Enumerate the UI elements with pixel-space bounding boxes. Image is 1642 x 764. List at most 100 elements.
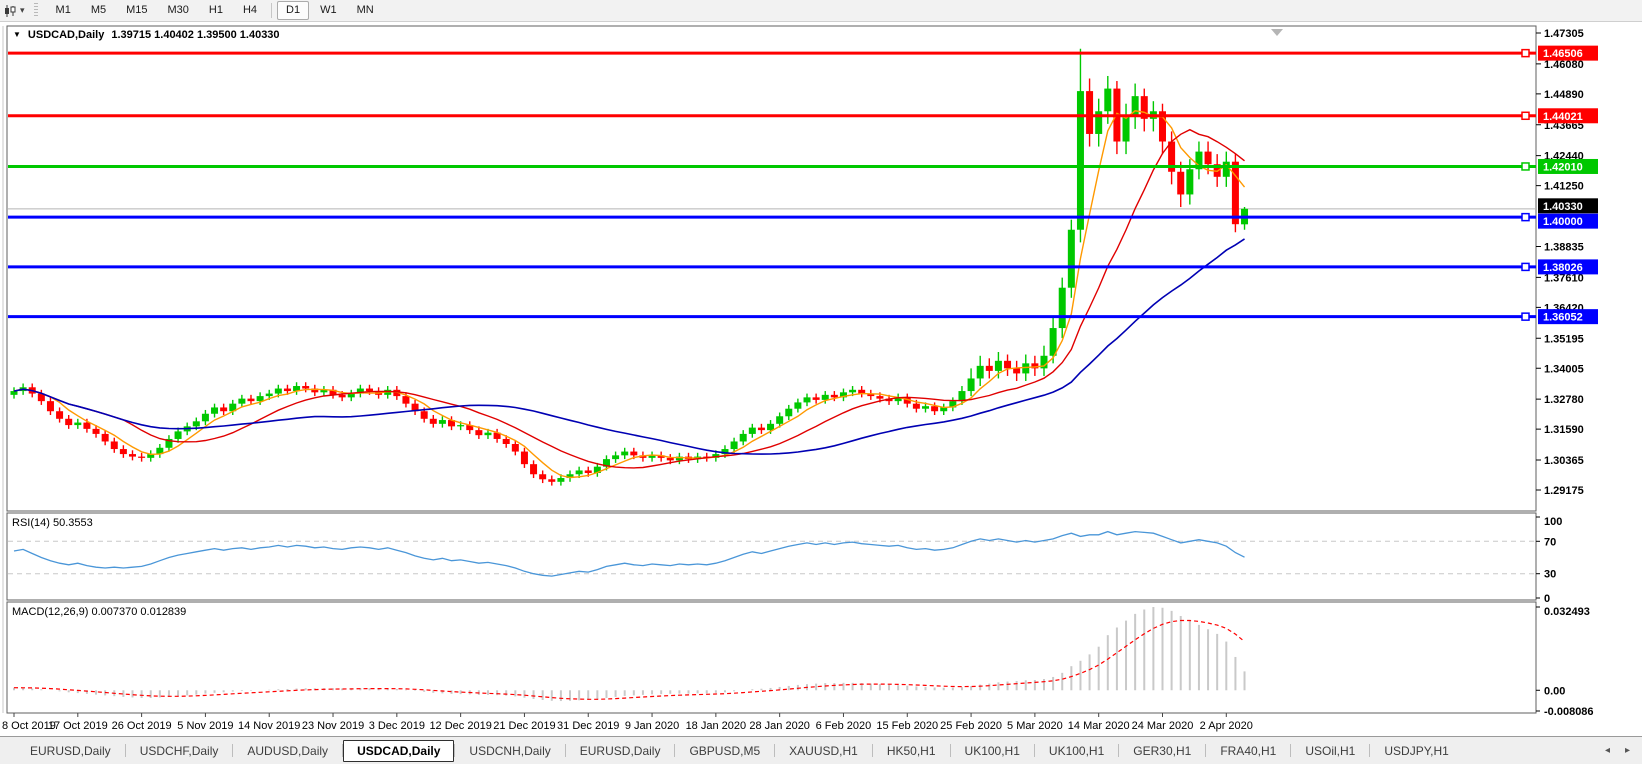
tabs-scroll-right-icon[interactable]: ▸ [1624, 745, 1630, 756]
macd-tick-label: -0.008086 [1544, 706, 1594, 718]
chart-shift-marker-icon[interactable] [1271, 29, 1283, 36]
tabs-scroll-left-icon[interactable]: ◂ [1604, 745, 1610, 756]
tab-USDCHF-Daily[interactable]: USDCHF,Daily [139, 743, 219, 758]
collapse-triangle-icon[interactable]: ▼ [13, 30, 21, 39]
rsi-tick-label: 100 [1544, 516, 1562, 528]
chart-symbol-label: USDCAD,Daily [27, 29, 105, 41]
price-tick-label: 1.41250 [1544, 181, 1584, 193]
hline-handle-icon[interactable] [1521, 111, 1530, 121]
date-label: 15 Feb 2020 [876, 720, 938, 732]
rsi-tick-label: 30 [1544, 569, 1556, 581]
timeframe-button-M15[interactable]: M15 [126, 4, 148, 16]
candles [10, 48, 1249, 486]
timeframe-button-M1[interactable]: M1 [55, 4, 71, 16]
tab-EURUSD-Daily[interactable]: EURUSD,Daily [579, 743, 661, 758]
tab-separator [342, 744, 344, 757]
date-label: 6 Feb 2020 [816, 720, 872, 732]
timeframe-button-D1[interactable]: D1 [277, 1, 310, 20]
date-label: 2 Apr 2020 [1200, 720, 1253, 732]
price-tick-label: 1.34005 [1544, 363, 1584, 375]
timeframe-button-M5[interactable]: M5 [90, 4, 107, 16]
tab-UK100-H1[interactable]: UK100,H1 [1048, 743, 1105, 758]
tab-USDCAD-Daily[interactable]: USDCAD,Daily [343, 739, 455, 762]
price-badge-label: 1.46506 [1543, 48, 1583, 60]
price-badge [1538, 158, 1598, 174]
date-label: 21 Dec 2019 [493, 720, 555, 732]
tab-separator [232, 744, 234, 757]
ma-line-5 [13, 110, 1246, 479]
hline-handle-icon[interactable] [1521, 162, 1530, 171]
timeframe-button-MN[interactable]: MN [356, 4, 374, 16]
price-badge [1538, 213, 1598, 229]
hline-handle-icon[interactable] [1521, 48, 1530, 58]
price-badge [1538, 45, 1598, 61]
hline-handle-icon[interactable] [1521, 312, 1530, 321]
price-tick-label: 1.38835 [1544, 242, 1584, 254]
macd-tick-label: 0.00 [1544, 685, 1565, 697]
price-tick-label: 1.35195 [1544, 333, 1584, 345]
price-tick-label: 1.47305 [1544, 28, 1584, 40]
hline-handle-icon[interactable] [1521, 212, 1530, 222]
price-axis: 1.473051.460801.448901.436651.424401.412… [1536, 28, 1598, 497]
price-pane [8, 29, 1536, 486]
candlestick-chart-icon[interactable] [3, 4, 18, 18]
symbol-tabbar: EURUSD,Daily USDCHF,Daily AUDUSD,Daily USDC… [0, 736, 1642, 764]
macd-pane: 0.032493 0.00 -0.008086 [13, 606, 1594, 718]
timeframe-button-M30[interactable]: M30 [167, 4, 189, 16]
price-tick-label: 1.44890 [1544, 89, 1584, 101]
ma-line-13 [13, 128, 1245, 469]
macd-indicator-label: MACD(12,26,9) 0.007370 0.012839 [12, 606, 187, 618]
rsi-pane: 100 70 30 0 [8, 516, 1562, 605]
pane-frames [2, 25, 1537, 714]
toolbar: ▾ M1 M5 M15 M30 H1 H4 D1 W1 MN [0, 0, 1642, 22]
tab-XAUUSD-H1[interactable]: XAUUSD,H1 [789, 743, 858, 758]
chart-ohlc-values: 1.39715 1.40402 1.39500 1.40330 [111, 29, 280, 41]
date-label: 18 Jan 2020 [686, 720, 747, 732]
date-label: 14 Nov 2019 [238, 720, 300, 732]
tab-EURUSD-Daily[interactable]: EURUSD,Daily [30, 743, 111, 758]
timeframe-button-H1[interactable]: H1 [208, 4, 223, 16]
date-label: 14 Mar 2020 [1068, 720, 1130, 732]
date-label: 17 Oct 2019 [48, 720, 108, 732]
date-label: 28 Jan 2020 [749, 720, 810, 732]
tab-USDJPY-H1[interactable]: USDJPY,H1 [1384, 743, 1449, 758]
chart-title: ▼ USDCAD,Daily 1.39715 1.40402 1.39500 1… [13, 29, 280, 41]
tab-UK100-H1[interactable]: UK100,H1 [964, 743, 1020, 758]
timeframe-button-W1[interactable]: W1 [320, 4, 337, 16]
chevron-down-icon[interactable]: ▾ [20, 5, 25, 15]
toolbar-grip [33, 3, 38, 18]
tab-GER30-H1[interactable]: GER30,H1 [1133, 743, 1192, 758]
price-chart: 1.473051.460801.448901.436651.424401.412… [2, 25, 1598, 732]
price-tick-label: 1.37610 [1544, 272, 1584, 284]
price-tick-label: 1.32780 [1544, 394, 1584, 406]
timeframe-button-H4[interactable]: H4 [242, 4, 258, 16]
price-tick-label: 1.31590 [1544, 424, 1584, 436]
tab-USDCNH-Daily[interactable]: USDCNH,Daily [469, 743, 551, 758]
tab-GBPUSD-M5[interactable]: GBPUSD,M5 [689, 743, 761, 758]
tab-FRA40-H1[interactable]: FRA40,H1 [1220, 743, 1277, 758]
tab-separator [454, 744, 456, 757]
tab-USOil-H1[interactable]: USOil,H1 [1305, 743, 1356, 758]
tab-separator [871, 744, 873, 757]
date-label: 23 Nov 2019 [302, 720, 364, 732]
tab-separator [124, 744, 126, 757]
tab-separator [1369, 744, 1371, 757]
timeframe-buttons: M1 M5 M15 M30 H1 H4 D1 W1 MN [46, 1, 384, 20]
date-label: 5 Mar 2020 [1007, 720, 1063, 732]
price-badge [1538, 309, 1598, 325]
macd-signal-line [13, 619, 1245, 700]
price-badge-label: 1.40000 [1543, 216, 1583, 228]
tab-AUDUSD-Daily[interactable]: AUDUSD,Daily [247, 743, 329, 758]
price-badge-label: 1.36052 [1543, 312, 1583, 324]
date-label: 3 Dec 2019 [369, 720, 425, 732]
date-label: 8 Oct 2019 [2, 720, 56, 732]
price-tick-label: 1.46080 [1544, 59, 1584, 71]
price-badge-label: 1.44021 [1543, 111, 1583, 123]
tab-separator [1118, 744, 1120, 757]
rsi-line [13, 530, 1245, 577]
tab-separator [949, 744, 951, 757]
hline-handle-icon[interactable] [1521, 262, 1530, 272]
tab-separator [1205, 744, 1207, 757]
tab-HK50-H1[interactable]: HK50,H1 [886, 743, 936, 758]
tab-separator [1290, 744, 1292, 757]
